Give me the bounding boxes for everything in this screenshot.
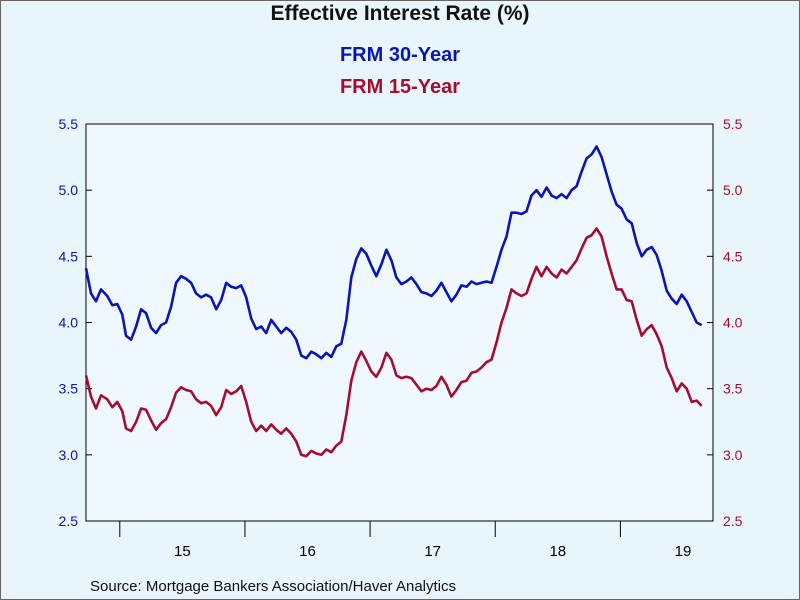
y-tick-label-right: 2.5 [723,513,743,529]
plot-area [85,123,714,522]
y-tick-label-left: 3.5 [59,381,79,397]
legend-series-frm15: FRM 15-Year [339,76,461,98]
series-line-frm30 [84,145,703,360]
y-tick-label-right: 3.0 [723,447,743,463]
y-tick-label-right: 5.0 [723,182,743,198]
y-tick-label-right: 4.0 [723,315,743,331]
y-tick-label-left: 5.0 [59,182,79,198]
y-tick-label-right: 4.5 [723,248,743,264]
x-tick-label: 19 [675,543,692,560]
y-tick-label-left: 5.5 [59,116,79,132]
y-tick-label-left: 3.0 [59,447,79,463]
x-tick-label: 18 [549,543,566,560]
y-tick-label-left: 4.5 [59,248,79,264]
x-tick-label: 15 [174,543,191,560]
x-tick-label: 17 [424,543,441,560]
chart-title: Effective Interest Rate (%) [270,2,530,25]
y-tick-label-right: 3.5 [723,381,743,397]
legend-series-frm30: FRM 30-Year [339,44,461,66]
chart-source-note: Source: Mortgage Bankers Association/Hav… [90,578,457,595]
y-tick-label-left: 4.0 [59,315,79,331]
x-tick-label: 16 [299,543,316,560]
y-tick-label-right: 5.5 [723,116,743,132]
series-line-frm15 [84,227,703,458]
y-tick-label-left: 2.5 [59,513,79,529]
